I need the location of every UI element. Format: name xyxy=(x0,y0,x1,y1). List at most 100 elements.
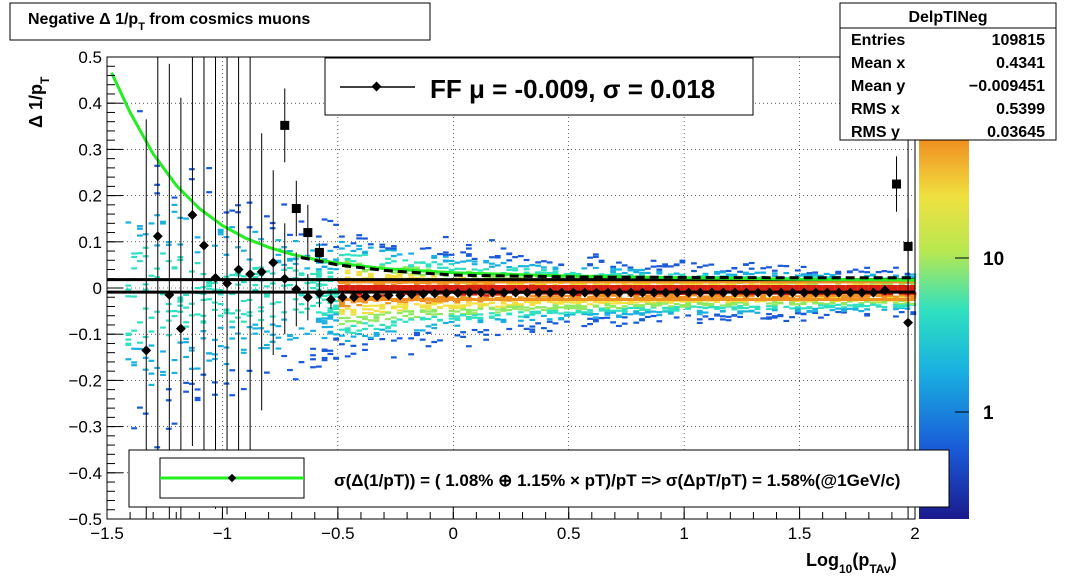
heatmap-cell xyxy=(858,303,865,306)
heatmap-cell xyxy=(754,311,761,314)
heatmap-cell xyxy=(812,310,819,313)
heatmap-cell xyxy=(390,324,397,327)
mean-point xyxy=(233,264,244,275)
heatmap-cell xyxy=(362,317,368,321)
heatmap-cell xyxy=(898,303,905,306)
heatmap-cell xyxy=(719,304,726,307)
heatmap-cell xyxy=(402,266,409,269)
heatmap-cell xyxy=(240,249,247,252)
heatmap-cell xyxy=(598,316,605,320)
heatmap-cell xyxy=(546,296,553,299)
heatmap-core-cell xyxy=(822,280,829,284)
heatmap-cell xyxy=(587,317,593,320)
heatmap-core-cell xyxy=(684,298,690,302)
heatmap-cell xyxy=(598,273,605,276)
heatmap-cell xyxy=(823,306,830,309)
heatmap-cell xyxy=(489,306,495,309)
heatmap-cell xyxy=(743,296,749,299)
heatmap-core-cell xyxy=(678,285,685,291)
heatmap-cell xyxy=(725,273,732,276)
heatmap-cell xyxy=(702,315,709,318)
heatmap-cell xyxy=(373,313,380,316)
heatmap-core-cell xyxy=(776,285,783,291)
heatmap-cell xyxy=(546,318,553,321)
heatmap-cell xyxy=(333,288,340,291)
heatmap-cell xyxy=(610,302,617,305)
heatmap-cell xyxy=(517,255,524,258)
heatmap-cell xyxy=(610,305,617,308)
heatmap-cell xyxy=(206,359,213,362)
heatmap-cell xyxy=(212,244,218,247)
heatmap-cell xyxy=(679,273,686,276)
heatmap-cell xyxy=(165,334,172,337)
heatmap-core-cell xyxy=(551,285,558,291)
heatmap-core-cell xyxy=(672,298,679,302)
heatmap-cell xyxy=(442,321,449,325)
heatmap-cell xyxy=(269,302,276,305)
heatmap-cell xyxy=(592,318,599,321)
heatmap-core-cell xyxy=(401,298,408,302)
heatmap-cell xyxy=(575,296,582,299)
heatmap-cell xyxy=(639,319,645,322)
heatmap-cell xyxy=(483,338,490,341)
heatmap-core-cell xyxy=(851,285,858,291)
heatmap-core-cell xyxy=(412,280,419,284)
heatmap-core-cell xyxy=(909,280,915,284)
heatmap-cell xyxy=(344,328,351,331)
heatmap-cell xyxy=(500,247,507,250)
heatmap-cell xyxy=(552,305,559,308)
heatmap-cell xyxy=(806,282,813,285)
heatmap-cell xyxy=(523,327,530,330)
heatmap-cell xyxy=(904,304,911,308)
heatmap-cell xyxy=(771,304,778,307)
heatmap-cell xyxy=(760,296,767,299)
heatmap-cell xyxy=(552,295,559,298)
mean-point xyxy=(152,231,163,242)
sigma-point xyxy=(291,204,301,214)
heatmap-cell xyxy=(743,271,749,274)
mean-point xyxy=(291,284,302,295)
heatmap-cell xyxy=(229,369,236,372)
heatmap-cell xyxy=(321,313,328,316)
heatmap-cell xyxy=(281,354,288,358)
heatmap-cell xyxy=(639,305,645,308)
heatmap-cell xyxy=(494,276,501,279)
heatmap-core-cell xyxy=(355,298,361,302)
heatmap-cell xyxy=(310,286,316,290)
heatmap-cell xyxy=(327,325,334,329)
heatmap-cell xyxy=(442,253,449,257)
heatmap-cell xyxy=(800,307,807,310)
heatmap-cell xyxy=(356,332,363,336)
heatmap-cell xyxy=(535,264,542,267)
heatmap-core-cell xyxy=(574,280,581,284)
heatmap-core-cell xyxy=(880,280,887,284)
heatmap-core-cell xyxy=(845,298,852,302)
heatmap-cell xyxy=(414,283,420,286)
heatmap-cell xyxy=(743,302,749,305)
heatmap-cell xyxy=(604,303,611,306)
heatmap-cell xyxy=(662,300,668,304)
heatmap-core-cell xyxy=(614,298,621,302)
heatmap-core-cell xyxy=(874,285,881,291)
heatmap-cell xyxy=(818,274,824,277)
heatmap-cell xyxy=(610,269,617,273)
x-axis-title: Log10(pTAv) xyxy=(806,550,897,576)
heatmap-cell xyxy=(846,300,853,303)
heatmap-core-cell xyxy=(770,280,777,284)
heatmap-core-cell xyxy=(493,280,500,284)
heatmap-cell xyxy=(258,327,264,330)
mean-point xyxy=(764,287,775,298)
heatmap-core-cell xyxy=(891,280,898,284)
heatmap-cell xyxy=(160,252,166,255)
heatmap-core-cell xyxy=(788,298,794,302)
heatmap-cell xyxy=(188,168,195,171)
heatmap-cell xyxy=(864,314,870,317)
heatmap-core-cell xyxy=(499,280,506,284)
heatmap-cell xyxy=(315,311,322,314)
heatmap-cell xyxy=(344,355,351,358)
heatmap-cell xyxy=(373,317,380,320)
heatmap-cell xyxy=(656,300,663,303)
heatmap-core-cell xyxy=(482,280,488,284)
heatmap-cell xyxy=(131,295,138,298)
heatmap-cell xyxy=(321,325,328,329)
